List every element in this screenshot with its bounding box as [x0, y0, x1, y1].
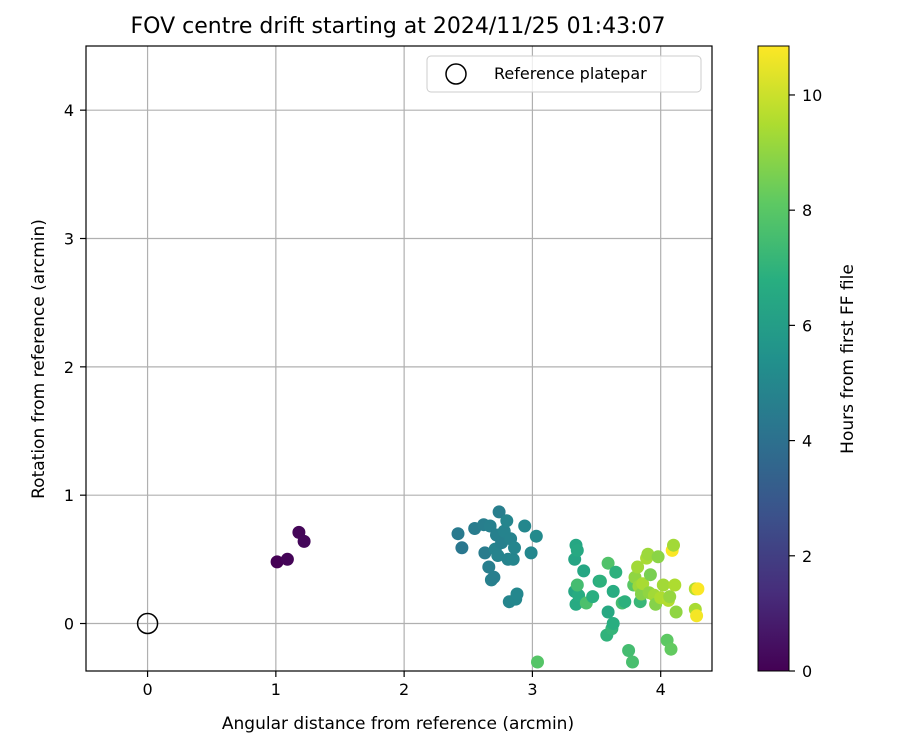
data-point — [518, 519, 532, 533]
data-point — [669, 605, 683, 619]
data-point — [508, 541, 521, 555]
grid-lines — [86, 46, 712, 671]
x-tick-label: 4 — [656, 680, 666, 699]
data-point — [487, 570, 501, 584]
data-point — [609, 565, 623, 579]
data-point — [663, 590, 677, 604]
data-point — [641, 547, 655, 561]
data-point — [478, 546, 492, 560]
data-point — [622, 644, 636, 657]
data-point — [606, 584, 620, 598]
data-point — [270, 555, 284, 569]
colorbar-tick-label: 10 — [802, 86, 822, 105]
data-points — [270, 505, 705, 669]
data-point — [664, 642, 678, 656]
data-point — [651, 550, 665, 564]
data-point — [626, 655, 639, 669]
data-point — [667, 538, 680, 552]
colorbar: 0 2 4 6 8 10 Hours from first FF file — [757, 45, 858, 681]
data-point — [570, 578, 584, 592]
reference-marker — [136, 612, 159, 635]
data-point — [636, 577, 650, 591]
data-point — [656, 578, 670, 592]
data-point — [618, 595, 632, 609]
data-point — [570, 543, 584, 557]
data-point — [482, 560, 496, 574]
y-axis-ticks: 0 1 2 3 4 — [64, 101, 86, 634]
data-point — [631, 560, 645, 574]
data-point — [593, 574, 607, 588]
data-point — [280, 552, 294, 566]
x-tick-label: 2 — [399, 680, 409, 699]
y-tick-label: 3 — [64, 230, 74, 249]
data-point — [510, 587, 524, 601]
data-point — [529, 529, 543, 543]
data-point — [524, 546, 538, 560]
legend: Reference platepar — [426, 55, 702, 93]
colorbar-ticks: 0 2 4 6 8 10 — [789, 86, 822, 681]
data-point — [577, 564, 591, 578]
x-tick-label: 1 — [271, 680, 281, 699]
data-point — [491, 549, 505, 562]
reference-platepar-marker — [136, 612, 159, 635]
data-point — [506, 552, 520, 566]
plot-frame — [85, 45, 713, 672]
y-axis-label: Rotation from reference (arcmin) — [29, 219, 49, 499]
colorbar-tick-label: 4 — [802, 432, 812, 451]
data-point — [451, 527, 465, 541]
legend-reference-marker — [445, 63, 467, 85]
data-point — [668, 578, 682, 592]
colorbar-tick-label: 8 — [802, 201, 812, 220]
y-tick-label: 4 — [64, 101, 74, 120]
data-point — [483, 519, 497, 533]
x-axis-label: Angular distance from reference (arcmin) — [222, 714, 574, 734]
data-point — [601, 605, 615, 619]
colorbar-label: Hours from first FF file — [838, 264, 858, 454]
data-point — [500, 514, 514, 528]
data-point — [297, 534, 311, 548]
data-point — [455, 541, 469, 555]
y-tick-label: 0 — [64, 615, 74, 634]
legend-box — [426, 55, 702, 93]
colorbar-tick-label: 2 — [802, 547, 812, 566]
x-tick-label: 3 — [527, 680, 537, 699]
x-tick-label: 0 — [142, 680, 152, 699]
x-axis-ticks: 0 1 2 3 4 — [142, 671, 666, 699]
data-point — [531, 655, 544, 669]
data-point — [606, 617, 620, 630]
chart-title: FOV centre drift starting at 2024/11/25 … — [131, 14, 666, 39]
colorbar-tick-label: 0 — [802, 662, 812, 681]
colorbar-tick-label: 6 — [802, 316, 812, 335]
legend-entry-label: Reference platepar — [494, 64, 647, 83]
data-point — [601, 556, 615, 570]
colorbar-gradient — [757, 45, 790, 672]
y-tick-label: 2 — [64, 358, 74, 377]
data-point — [586, 590, 600, 604]
y-tick-label: 1 — [64, 486, 74, 505]
data-point — [492, 505, 506, 519]
data-point — [690, 609, 704, 623]
data-point — [643, 568, 657, 582]
data-point — [691, 582, 705, 596]
